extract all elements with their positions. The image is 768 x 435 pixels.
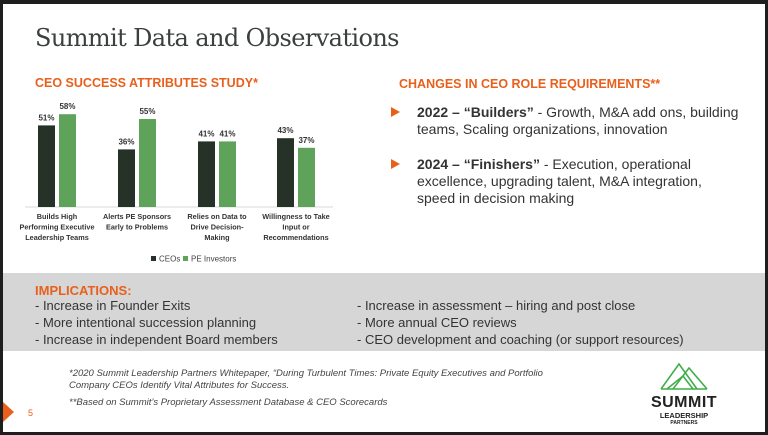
change-item-2022: 2022 – “Builders” - Growth, M&A add ons,…: [391, 104, 741, 138]
legend-swatch: [183, 256, 188, 261]
category-label: Relies on Data to: [187, 212, 247, 221]
legend-label: CEOs: [159, 255, 180, 264]
mountain-logo-icon: [660, 362, 708, 390]
category-label: Drive Decision-: [190, 223, 244, 232]
bar-pe: [59, 114, 76, 207]
footnote-1: *2020 Summit Leadership Partners Whitepa…: [69, 368, 543, 391]
category-label: Builds High: [37, 212, 78, 221]
bar-ceo: [198, 141, 215, 207]
change-label: 2024 – “Finishers”: [417, 156, 540, 172]
category-label: Willingness to Take: [262, 212, 330, 221]
chart-title: CEO SUCCESS ATTRIBUTES STUDY*: [35, 76, 258, 90]
data-label: 55%: [139, 107, 155, 116]
implication-item: - CEO development and coaching (or suppo…: [357, 332, 684, 347]
implication-item: - Increase in assessment – hiring and po…: [357, 298, 636, 313]
footnote-2: **Based on Summit’s Proprietary Assessme…: [69, 397, 388, 408]
arrow-bullet-icon: [391, 107, 400, 117]
implication-item: - Increase in independent Board members: [35, 332, 278, 347]
implications-panel: IMPLICATIONS: - Increase in Founder Exit…: [3, 273, 765, 351]
data-label: 43%: [277, 126, 293, 135]
bar-pe: [298, 147, 315, 207]
implication-item: - More intentional succession planning: [35, 315, 257, 330]
data-label: 41%: [219, 129, 235, 138]
change-item-2024: 2024 – “Finishers” - Execution, operatio…: [391, 156, 741, 207]
legend-swatch: [151, 256, 156, 261]
bar-chart: 51% 58% Builds High Performing ExecutiveLea…: [19, 102, 333, 264]
bar-ceo: [38, 125, 55, 207]
slide-title: Summit Data and Observations: [35, 24, 400, 52]
summit-logo: SUMMIT LEADERSHIP PARTNERS: [639, 360, 729, 427]
implication-item: - More annual CEO reviews: [357, 315, 517, 330]
data-label: 36%: [118, 137, 134, 146]
data-label: 51%: [38, 113, 54, 122]
category-label: Leadership Teams: [25, 233, 89, 242]
category-label: Recommendations: [263, 233, 328, 242]
legend-label: PE Investors: [191, 255, 236, 264]
slide: Summit Data and Observations CEO SUCCESS…: [3, 4, 765, 432]
category-label: Early to Problems: [106, 223, 168, 232]
bar-ceo: [277, 138, 294, 207]
implication-item: - Increase in Founder Exits: [35, 298, 191, 313]
bar-pe: [139, 119, 156, 207]
page-marker-icon: [3, 402, 14, 422]
page-number: 5: [28, 408, 34, 418]
bar-ceo: [118, 149, 135, 207]
change-label: 2022 – “Builders”: [417, 104, 534, 120]
data-label: 37%: [298, 136, 314, 145]
category-label: Making: [204, 233, 229, 242]
category-label: Input or: [282, 223, 309, 232]
data-label: 58%: [59, 102, 75, 111]
arrow-bullet-icon: [391, 159, 400, 169]
implications-heading: IMPLICATIONS:: [35, 283, 132, 298]
change-text: - Growth, M&A add ons, building teams, S…: [417, 104, 739, 137]
data-label: 41%: [198, 129, 214, 138]
category-label: Performing Executive: [19, 223, 94, 232]
change-text: - Execution, operational excellence, upg…: [417, 156, 702, 206]
bar-pe: [219, 141, 236, 207]
changes-heading: CHANGES IN CEO ROLE REQUIREMENTS**: [399, 77, 661, 91]
category-label: Alerts PE Sponsors: [103, 212, 171, 221]
